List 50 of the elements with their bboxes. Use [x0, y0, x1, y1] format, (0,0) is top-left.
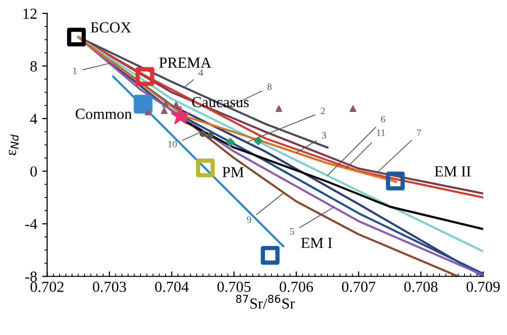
series-label: EM I — [301, 238, 332, 248]
point — [172, 101, 180, 108]
point — [260, 246, 280, 265]
annotation: 7 — [417, 129, 422, 136]
x-axis-title: $^{87}$Sr/$^{86}$Sr — [236, 294, 295, 309]
series-label: БCOX — [90, 22, 132, 33]
annotation: 11 — [377, 129, 385, 136]
x-tick-label: 0.708 — [404, 282, 438, 292]
y-tick-label: -8 — [25, 272, 37, 282]
point — [170, 106, 190, 124]
x-tick-label: 0.702 — [30, 282, 64, 292]
point — [226, 138, 235, 147]
annotation: 1 — [73, 68, 77, 74]
annotation: 10 — [168, 140, 177, 148]
x-tick-label: 0.704 — [155, 282, 189, 292]
point — [196, 158, 215, 178]
y-tick-label: 0 — [30, 166, 37, 177]
annotation: 8 — [267, 83, 272, 90]
y-tick-label: 4 — [30, 114, 38, 124]
point — [162, 100, 169, 108]
x-tick-label: 0.705 — [217, 282, 251, 292]
annotation: 5 — [290, 228, 294, 235]
point — [200, 130, 206, 138]
annotation: 4 — [198, 69, 204, 76]
point — [134, 94, 152, 114]
series-label: PREMA — [159, 58, 212, 68]
y-tick-label: 12 — [23, 8, 37, 19]
y-axis-title: ε$_{Nd}$ — [8, 134, 19, 156]
x-tick-label: 0.706 — [280, 282, 314, 292]
text: EM II — [434, 166, 471, 176]
y-tick-label: 8 — [30, 61, 37, 72]
x-tick-label: 0.707 — [342, 282, 376, 292]
series-label: Common — [76, 108, 132, 120]
annotation: 6 — [380, 116, 386, 122]
point — [160, 107, 168, 114]
point — [67, 28, 86, 46]
point — [386, 172, 405, 190]
x-tick-label: 0.703 — [92, 282, 126, 292]
x-tick-label: 0.709 — [466, 282, 500, 292]
point — [276, 105, 282, 112]
y-tick-label: -4 — [25, 219, 38, 230]
point — [350, 105, 356, 112]
point — [144, 108, 152, 116]
series-label: PM — [222, 167, 244, 178]
point — [207, 132, 214, 139]
annotation: 3 — [322, 132, 326, 139]
point — [136, 67, 154, 86]
point — [254, 136, 263, 146]
annotation: 2 — [320, 108, 325, 114]
annotation: 9 — [247, 216, 252, 223]
